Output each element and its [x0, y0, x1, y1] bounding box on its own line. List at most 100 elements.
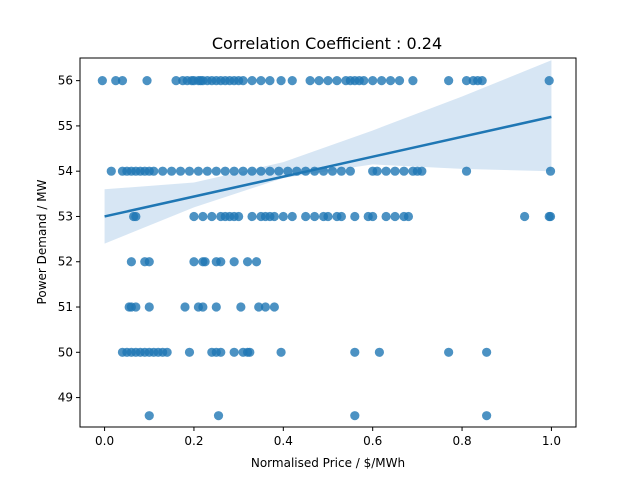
data-point	[167, 166, 177, 176]
data-point	[545, 211, 556, 222]
data-point	[142, 76, 152, 86]
data-point	[207, 211, 217, 222]
y-tick-label: 53	[58, 209, 73, 223]
data-point	[238, 166, 248, 176]
data-point	[247, 211, 257, 222]
data-point	[301, 211, 311, 222]
data-point	[158, 166, 168, 176]
data-point	[211, 302, 221, 312]
data-point	[236, 302, 246, 312]
data-point	[242, 257, 253, 267]
data-point	[229, 347, 239, 357]
data-point	[193, 166, 204, 176]
data-point	[520, 211, 530, 222]
x-tick-label: 1.0	[542, 434, 561, 448]
data-point	[323, 211, 333, 222]
data-point	[408, 76, 418, 86]
y-tick-label: 49	[58, 391, 73, 405]
data-point	[200, 257, 210, 267]
data-point	[117, 76, 128, 86]
data-point	[444, 347, 454, 357]
data-point	[171, 76, 181, 86]
x-axis-label: Normalised Price / $/MWh	[251, 456, 405, 470]
data-point	[372, 166, 382, 176]
data-point	[314, 76, 324, 86]
data-point	[254, 302, 264, 312]
chart-title: Correlation Coefficient : 0.24	[212, 34, 442, 53]
data-point	[350, 347, 360, 357]
data-point	[544, 76, 554, 86]
y-tick-label: 50	[58, 345, 73, 359]
y-tick-label: 56	[58, 74, 73, 88]
data-point	[256, 166, 266, 176]
data-point	[269, 302, 279, 312]
data-point	[461, 166, 472, 176]
data-point	[390, 166, 400, 176]
data-point	[278, 211, 288, 222]
data-point	[276, 76, 286, 86]
data-point	[265, 166, 275, 176]
data-point	[381, 211, 391, 222]
data-point	[106, 166, 116, 176]
data-point	[444, 76, 454, 86]
data-point	[336, 166, 347, 176]
data-point	[198, 211, 208, 222]
data-point	[332, 76, 342, 86]
data-point	[323, 76, 333, 86]
plot-area	[97, 60, 556, 421]
y-tick-label: 52	[58, 255, 73, 269]
data-point	[184, 347, 195, 357]
confidence-band	[104, 60, 552, 244]
data-point	[202, 166, 212, 176]
data-point	[545, 166, 556, 176]
data-point	[417, 166, 427, 176]
data-point	[97, 76, 107, 86]
x-tick-label: 0.0	[95, 434, 114, 448]
data-point	[482, 411, 492, 421]
data-point	[247, 76, 257, 86]
data-point	[359, 76, 369, 86]
x-tick-label: 0.8	[453, 434, 472, 448]
data-point	[131, 211, 141, 222]
data-point	[247, 166, 257, 176]
data-point	[482, 347, 492, 357]
data-point	[238, 76, 248, 86]
data-point	[144, 257, 154, 267]
data-point	[198, 302, 208, 312]
regression-line	[104, 115, 552, 218]
data-point	[377, 76, 387, 86]
data-point	[229, 257, 239, 267]
data-point	[394, 76, 405, 86]
data-point	[211, 166, 221, 176]
x-tick-label: 0.4	[274, 434, 293, 448]
data-point	[260, 302, 271, 312]
data-point	[345, 166, 355, 176]
y-axis-ticks: 49 50 51 52 53 54 55 56	[58, 74, 80, 405]
data-point	[350, 211, 360, 222]
plot-frame	[79, 57, 577, 428]
x-axis-ticks: 0.0 0.2 0.4 0.6 0.8 1.0	[95, 427, 561, 448]
data-point	[403, 211, 414, 222]
data-point	[175, 166, 186, 176]
data-point	[385, 76, 396, 86]
data-point	[216, 347, 226, 357]
data-point	[274, 166, 284, 176]
data-point	[269, 211, 279, 222]
data-point	[111, 76, 121, 86]
data-point	[184, 166, 195, 176]
data-point	[381, 166, 391, 176]
data-point	[374, 347, 384, 357]
data-point	[265, 76, 275, 86]
data-point	[368, 76, 378, 86]
data-point	[162, 347, 172, 357]
data-point	[477, 76, 487, 86]
data-point	[220, 166, 230, 176]
data-point	[126, 257, 136, 267]
data-point	[131, 302, 141, 312]
x-tick-label: 0.2	[184, 434, 203, 448]
data-point	[305, 76, 315, 86]
data-point	[149, 166, 159, 176]
data-point	[213, 411, 224, 421]
data-point	[390, 211, 400, 222]
